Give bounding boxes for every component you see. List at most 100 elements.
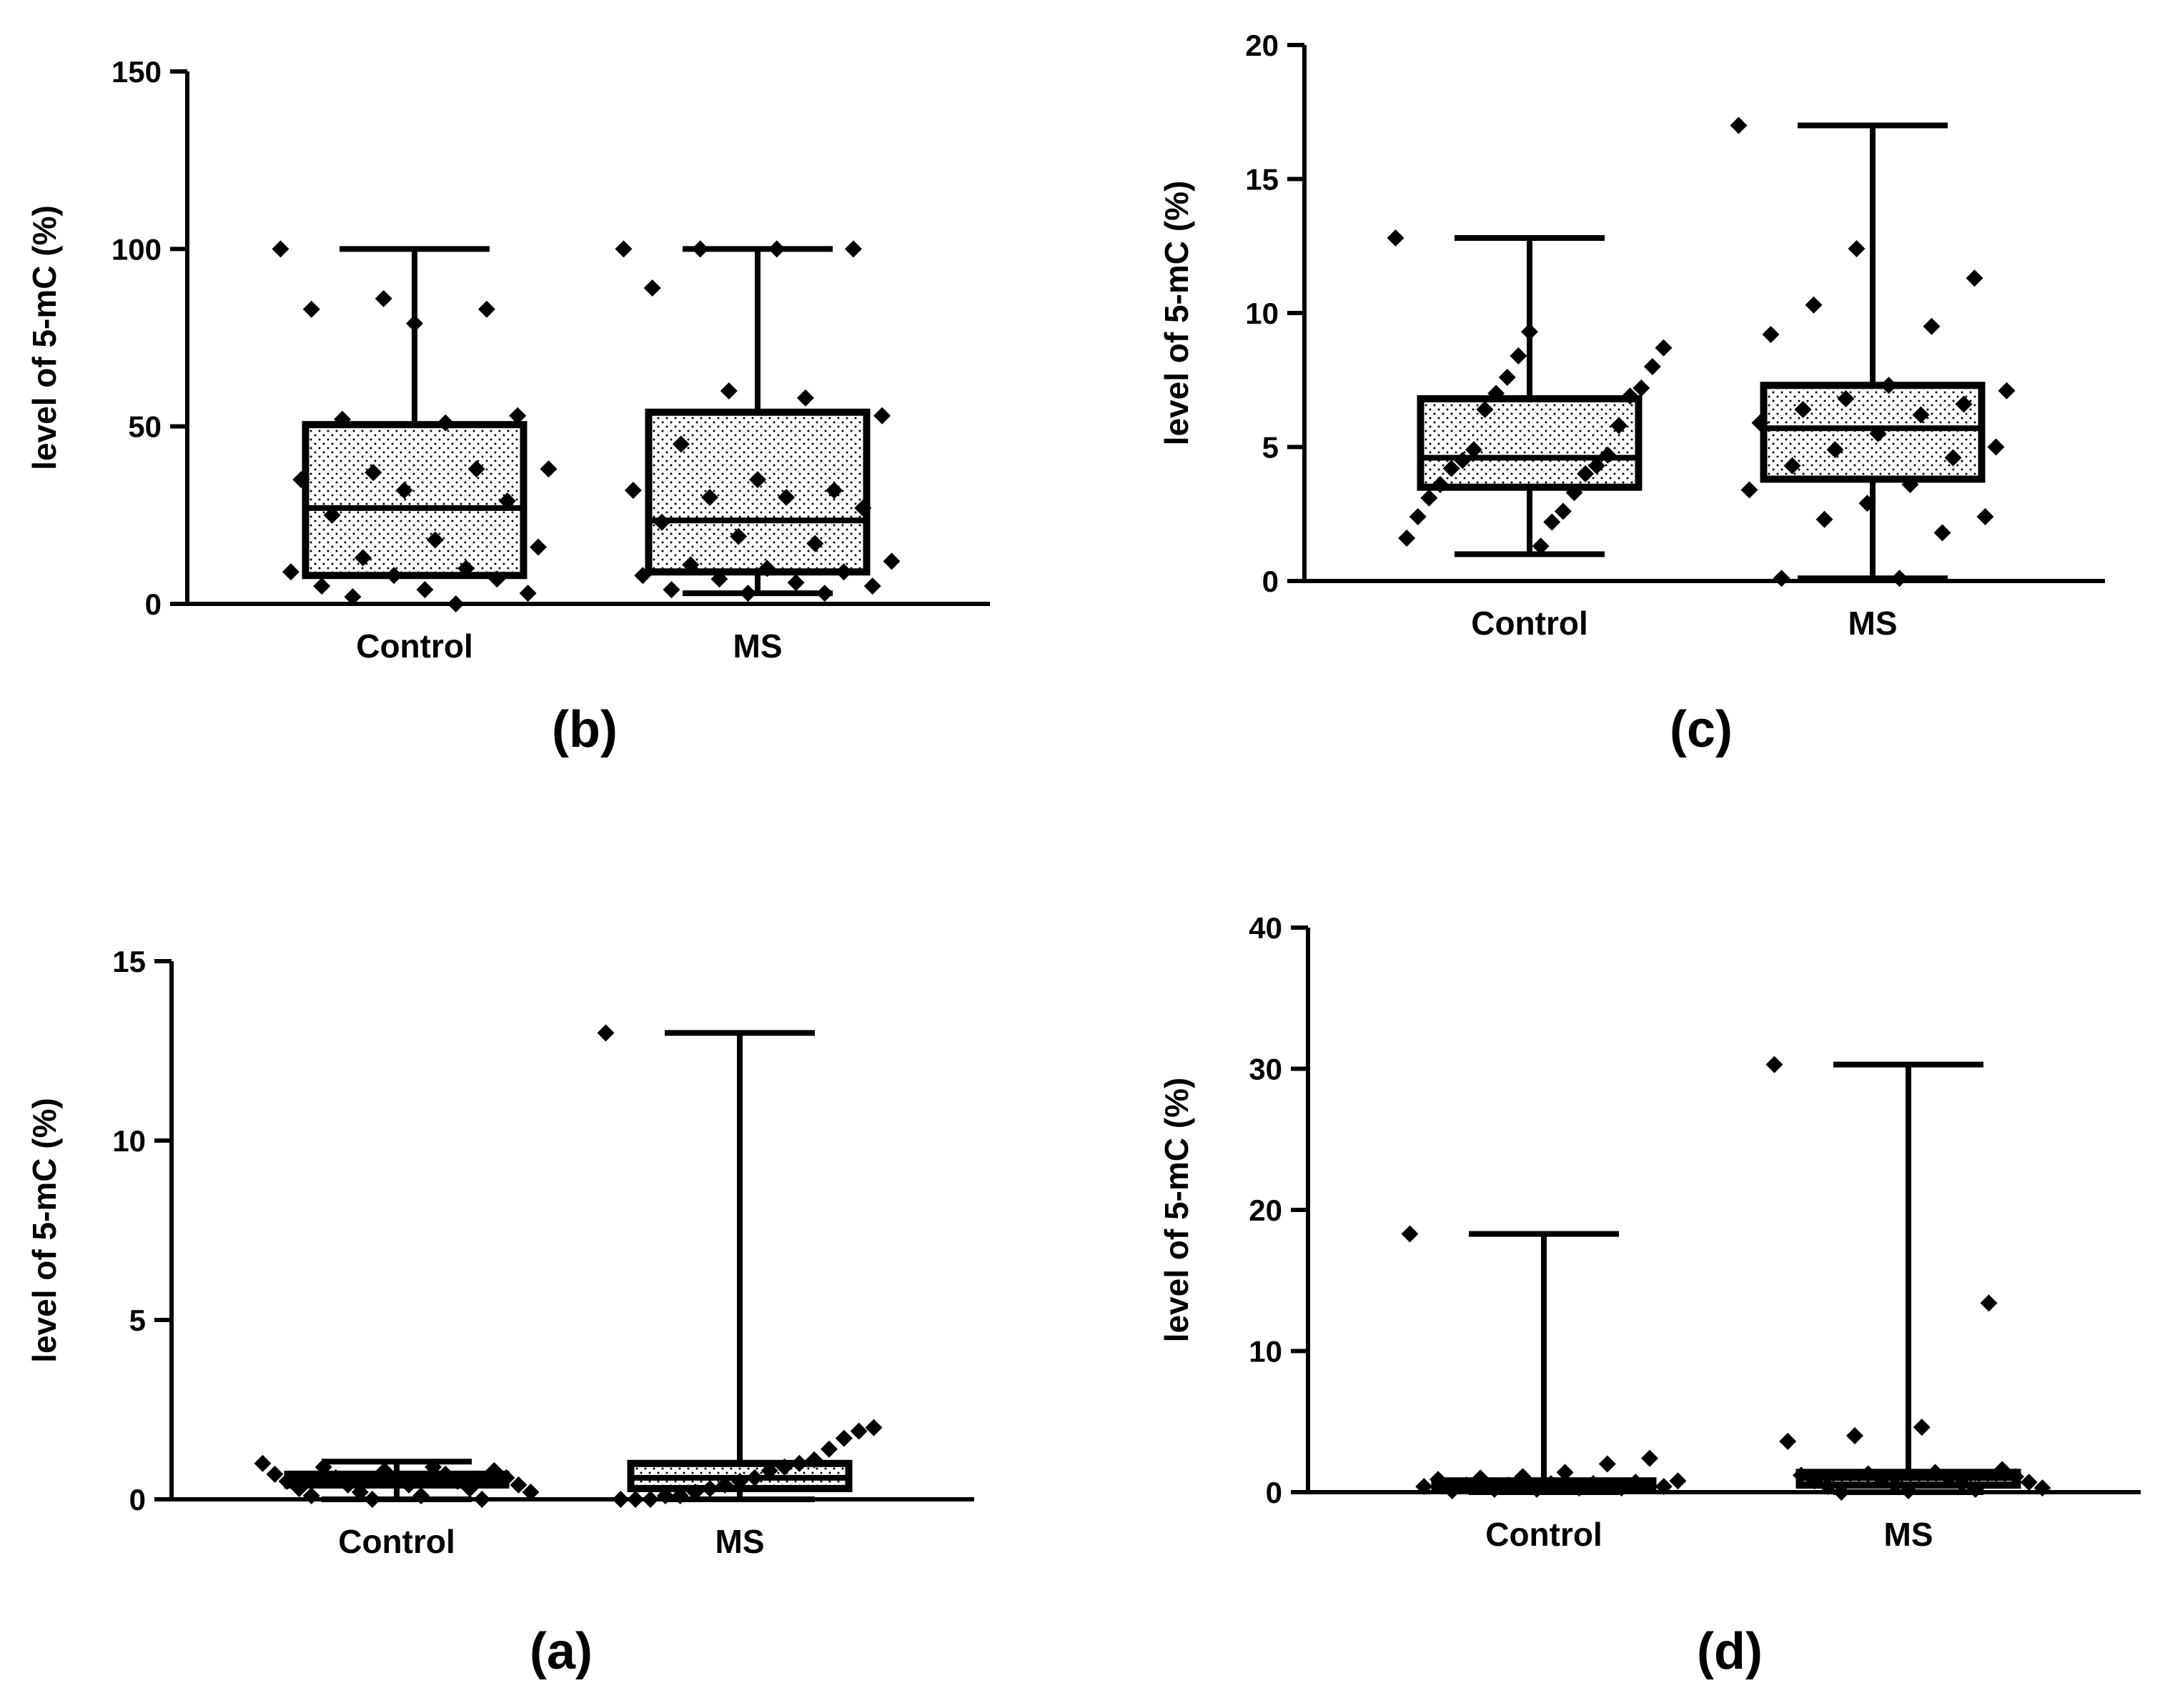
y-axis-title: level of 5-mC (%) (1158, 1078, 1195, 1343)
y-axis-title: level of 5-mC (%) (1158, 181, 1195, 446)
data-point (272, 240, 289, 257)
data-point (1543, 514, 1560, 531)
data-point (612, 1491, 629, 1508)
data-point (625, 482, 642, 499)
box-control (1387, 229, 1673, 555)
panel-label: (d) (1697, 1623, 1763, 1680)
data-point (520, 585, 537, 602)
y-tick-label: 50 (128, 410, 162, 444)
data-point (1510, 347, 1527, 364)
y-tick-label: 100 (112, 232, 162, 266)
box-control (1402, 1226, 1687, 1499)
data-point (1998, 382, 2016, 399)
data-point (406, 315, 423, 332)
data-point (1555, 503, 1572, 520)
data-point (1387, 229, 1404, 247)
data-point (1741, 482, 1758, 499)
data-point (816, 585, 833, 602)
data-point (627, 1491, 644, 1508)
x-tick-label-ms: MS (715, 1523, 765, 1560)
box-ms (615, 240, 901, 602)
y-tick-label: 20 (1245, 29, 1279, 62)
data-point (845, 240, 862, 257)
box-ms (1766, 1056, 2051, 1501)
data-point (797, 389, 814, 407)
y-tick-label: 15 (112, 945, 146, 978)
chart-panel-4: 0 10 20 30 40 level of 5-mC (%) Control MS (d) (1158, 911, 2141, 1680)
y-tick-label: 0 (1266, 1476, 1282, 1509)
data-point (1966, 269, 1983, 287)
data-point (1779, 1433, 1796, 1450)
data-point (1420, 490, 1437, 507)
data-point (530, 539, 547, 556)
box-body (306, 424, 524, 575)
data-point (866, 1419, 883, 1436)
y-tick-label: 20 (1249, 1193, 1282, 1227)
data-point (1499, 369, 1516, 386)
y-tick-label: 0 (145, 587, 162, 621)
y-tick-label: 5 (1262, 431, 1279, 465)
chart-panel-1: 050100150level of 5-mC (%)Control MS(b) (26, 55, 990, 758)
data-point (1977, 508, 1994, 525)
data-point (598, 1024, 615, 1041)
data-point (615, 240, 633, 257)
panel-label: (b) (552, 701, 618, 758)
data-point (1934, 525, 1951, 542)
x-tick-label-control: Control (356, 627, 473, 665)
data-point (416, 581, 433, 598)
y-axis-title: level of 5-mC (%) (26, 1098, 63, 1363)
data-point (375, 290, 392, 307)
y-tick-label: 150 (112, 55, 162, 89)
y-tick-label: 10 (1249, 1335, 1282, 1369)
data-point (1913, 1419, 1931, 1436)
y-tick-label: 40 (1249, 911, 1282, 945)
y-tick-label: 0 (1262, 565, 1279, 598)
data-point (1773, 570, 1790, 587)
data-point (1805, 297, 1823, 314)
data-point (642, 1491, 659, 1508)
y-tick-label: 5 (129, 1304, 146, 1337)
x-tick-label-control: Control (1485, 1516, 1602, 1553)
data-point (473, 1491, 490, 1508)
data-point (1730, 117, 1748, 134)
data-point (1641, 1450, 1658, 1467)
data-point (644, 279, 661, 297)
data-point (478, 301, 495, 318)
y-tick-label: 15 (1245, 163, 1279, 197)
data-point (282, 563, 299, 580)
data-point (1923, 318, 1941, 335)
data-point (663, 581, 680, 598)
data-point (540, 460, 558, 477)
data-point (883, 552, 901, 570)
data-point (254, 1455, 272, 1472)
data-point (1981, 1294, 1998, 1311)
box-ms (598, 1024, 883, 1508)
data-point (313, 577, 330, 595)
chart-panel-3: 0 5 10 15 level of 5-mC (%) Control MS (a) (26, 945, 974, 1680)
y-tick-label: 30 (1249, 1053, 1282, 1086)
data-point (788, 574, 805, 591)
chart-panel-2: 05101520level of 5-mC (%)Control MS(c) (1158, 29, 2105, 758)
data-point (864, 577, 881, 595)
data-point (1891, 570, 1908, 587)
box-ms (1730, 117, 2016, 587)
panel-label: (a) (530, 1623, 593, 1680)
data-point (1848, 240, 1866, 257)
x-tick-label-ms: MS (1884, 1516, 1933, 1553)
box-control (272, 240, 558, 612)
figure: 050100150level of 5-mC (%)Control MS(b)05… (0, 0, 2180, 1708)
data-point (768, 240, 786, 257)
data-point (1409, 508, 1427, 525)
data-point (1655, 339, 1673, 357)
data-point (303, 301, 320, 318)
data-point (851, 1423, 868, 1440)
x-tick-label-ms: MS (733, 627, 783, 665)
x-tick-label-control: Control (338, 1523, 455, 1560)
y-tick-label: 0 (129, 1483, 146, 1516)
data-point (1521, 323, 1538, 340)
data-point (836, 1430, 853, 1447)
data-point (1766, 1056, 1783, 1073)
y-tick-label: 10 (112, 1124, 146, 1158)
data-point (1816, 511, 1833, 528)
x-tick-label-control: Control (1471, 605, 1588, 642)
